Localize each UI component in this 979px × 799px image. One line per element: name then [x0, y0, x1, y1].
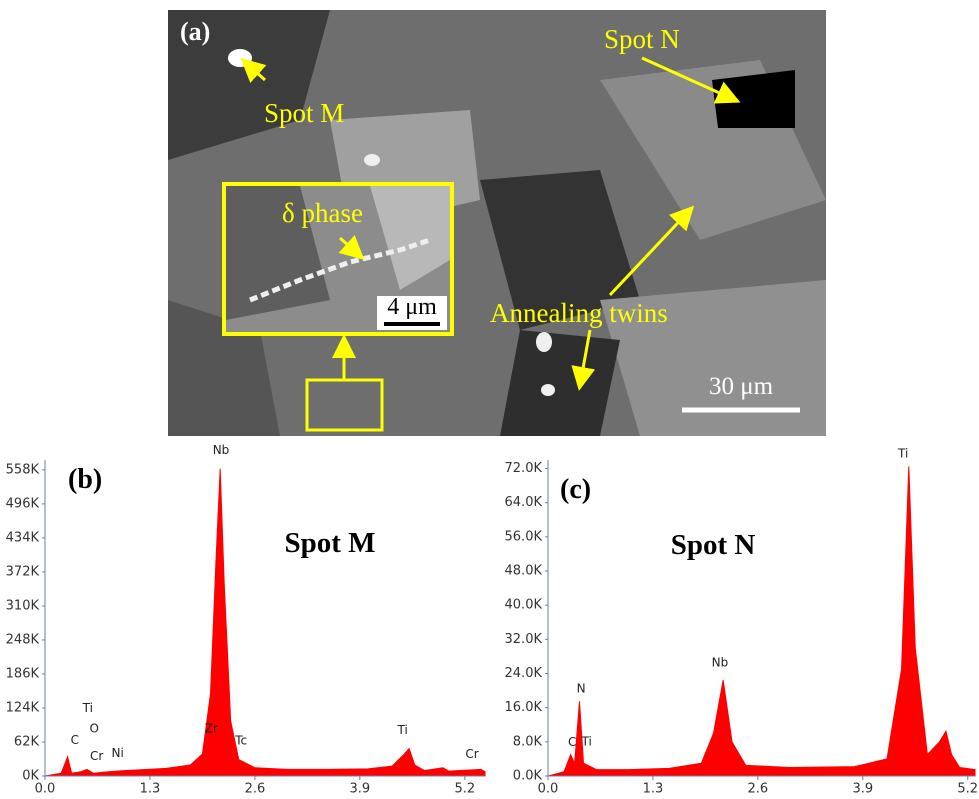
peak-label: Ni [112, 746, 124, 760]
y-tick-label: 32.0K [505, 632, 543, 647]
peak-label: Cr [465, 747, 478, 761]
y-tick-label: 64.0K [505, 495, 543, 510]
peak-label: C [71, 733, 79, 747]
peak-label: Nb [712, 656, 729, 670]
spectrum [45, 469, 485, 776]
annotation: Annealing twins [490, 298, 668, 328]
y-tick-label: 62K [14, 734, 40, 749]
scale-label: 30 μm [709, 373, 774, 400]
y-tick-label: 72.0K [505, 461, 543, 476]
panel-label: (a) [180, 17, 210, 46]
peak-label: Ti [82, 701, 93, 715]
peak-label: Zr [205, 722, 218, 736]
annotation: Spot M [264, 98, 344, 128]
spectrum [548, 466, 975, 776]
peak-label: Ti [897, 446, 908, 460]
x-tick-label: 5.2 [957, 782, 978, 797]
x-tick-label: 1.3 [140, 782, 161, 797]
y-tick-label: 372K [6, 564, 40, 579]
x-tick-label: 3.9 [852, 782, 873, 797]
x-tick-label: 5.2 [454, 782, 475, 797]
y-tick-label: 16.0K [505, 700, 543, 715]
scale-label: 4 μm [387, 294, 437, 320]
peak-label: O [90, 722, 99, 736]
peak-label: N [577, 681, 586, 695]
panel-label: (b) [68, 464, 102, 495]
chart-title: Spot M [284, 527, 375, 559]
x-tick-label: 2.6 [245, 782, 266, 797]
y-tick-label: 48.0K [505, 564, 543, 579]
y-tick-label: 56.0K [505, 529, 543, 544]
y-tick-label: 24.0K [505, 666, 543, 681]
x-tick-label: 3.9 [350, 782, 371, 797]
peak-label: Ti [397, 723, 408, 737]
y-tick-label: 8.0K [513, 734, 543, 749]
y-tick-label: 310K [6, 598, 40, 613]
y-tick-label: 496K [6, 496, 40, 511]
x-tick-label: 0.0 [35, 782, 56, 797]
y-tick-label: 124K [6, 700, 40, 715]
x-tick-label: 0.0 [538, 782, 559, 797]
peak-label: C [568, 735, 576, 749]
peak-label: Tc [234, 734, 247, 748]
chart-title: Spot N [671, 529, 756, 561]
y-tick-label: 40.0K [505, 598, 543, 613]
y-tick-label: 434K [6, 530, 40, 545]
figure: (a) Spot M Spot N δ phase 4 μm Annealing… [0, 0, 979, 799]
x-tick-label: 2.6 [748, 782, 769, 797]
x-tick-label: 1.3 [643, 782, 664, 797]
annotation: Spot N [604, 24, 680, 54]
panel-label: (c) [560, 474, 591, 505]
y-tick-label: 186K [6, 666, 40, 681]
peak-label: Nb [213, 443, 230, 457]
annotation: δ phase [282, 198, 363, 228]
peak-label: Ti [581, 734, 592, 748]
y-tick-label: 248K [6, 632, 40, 647]
peak-label: Cr [90, 749, 103, 763]
y-tick-label: 558K [6, 462, 40, 477]
